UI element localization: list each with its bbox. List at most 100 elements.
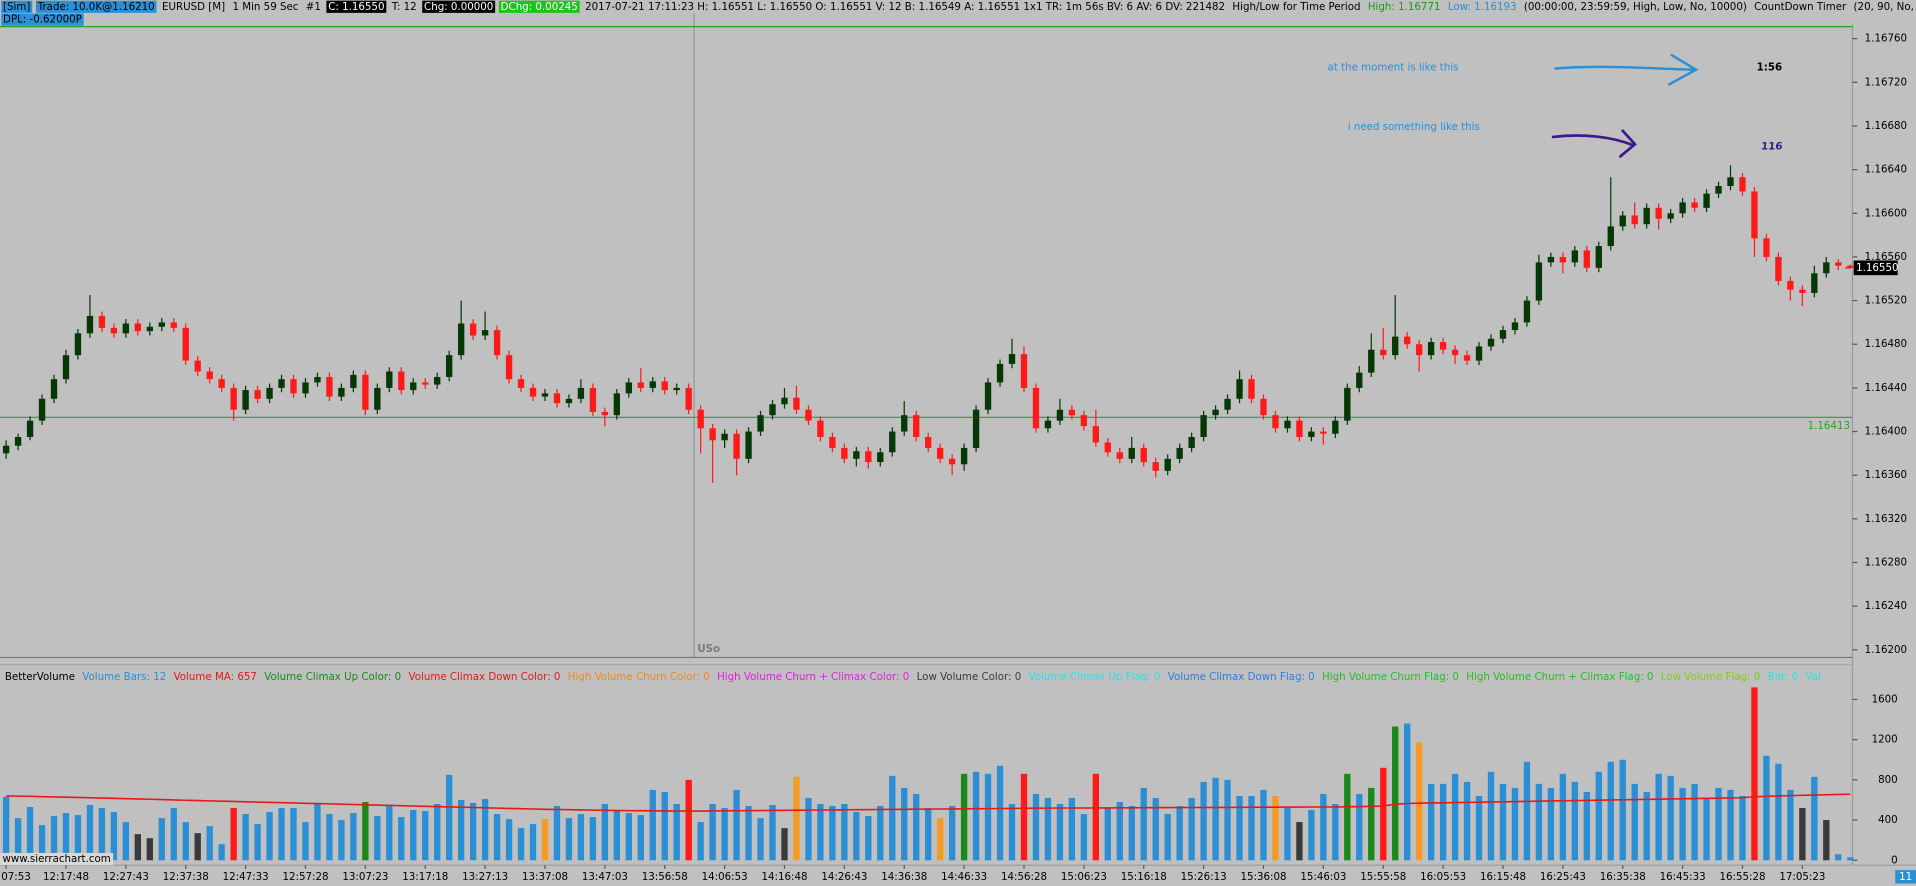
candle-body: [1559, 256, 1567, 263]
candle-body: [98, 315, 106, 328]
candle-body: [1631, 215, 1638, 225]
volume-bar: [1080, 814, 1088, 861]
volume-bar: [793, 776, 800, 861]
volume-bar: [2, 796, 10, 861]
pane-title: BetterVolume: [5, 671, 75, 683]
volume-bar: [1224, 779, 1231, 861]
candle-body: [1499, 330, 1507, 339]
candle-body: [925, 437, 932, 448]
candle-body: [1080, 415, 1088, 427]
volume-bar: [1128, 805, 1135, 861]
candle-body: [457, 323, 465, 356]
candle-body: [541, 393, 549, 397]
candle-body: [26, 420, 34, 438]
volume-bar: [1044, 797, 1052, 861]
volume-bar: [841, 803, 848, 861]
candle-body: [613, 393, 621, 416]
candle-body: [1703, 193, 1710, 208]
candle-body: [1284, 420, 1291, 429]
volume-bar: [1296, 822, 1303, 861]
site-badge-bg: [0, 852, 114, 866]
volume-bar: [1404, 723, 1411, 861]
candle-body: [901, 415, 908, 432]
volume-bar: [1787, 789, 1794, 861]
candle-body: [625, 382, 632, 394]
volume-bar: [1008, 803, 1016, 861]
y-tick-label: 1.16440: [1865, 382, 1907, 394]
volume-bar: [1212, 777, 1219, 861]
candle-body: [134, 323, 142, 332]
candle-body: [984, 382, 992, 410]
volume-bar: [721, 808, 728, 861]
y-tick-label: 1.16200: [1865, 644, 1907, 656]
legend-item: Volume Climax Down Color: 0: [409, 671, 561, 683]
volume-bar: [984, 773, 992, 861]
candle-body: [362, 374, 369, 410]
candle-body: [218, 379, 225, 388]
x-tick-label: 07:53: [1, 871, 31, 883]
volume-bar: [1847, 857, 1854, 861]
x-tick-label: 14:36:38: [881, 871, 927, 883]
x-tick-label: 14:16:48: [761, 871, 807, 883]
header-item: (20, 90, No, Ye: [1854, 1, 1916, 13]
y-tick-label: 1.16360: [1865, 469, 1907, 481]
volume-bar: [637, 815, 644, 861]
volume-bar: [1188, 797, 1195, 861]
volume-bar: [1392, 726, 1399, 861]
header-item: 2017-07-21 17:11:23 H: 1.16551 L: 1.1655…: [585, 1, 1225, 13]
candle-body: [1691, 202, 1698, 208]
volume-bar: [948, 805, 956, 861]
candle-body: [1020, 354, 1028, 388]
header-item: #1: [306, 1, 321, 13]
legend-item: Val: [1806, 671, 1821, 683]
candle-body: [1320, 431, 1327, 434]
volume-bar: [661, 791, 668, 861]
candle-body: [1751, 191, 1758, 239]
volume-bar: [1595, 771, 1602, 861]
volume-bar: [781, 828, 788, 861]
candle-body: [74, 333, 82, 356]
candle-body: [230, 387, 237, 410]
volume-bar: [1511, 787, 1519, 861]
candle-body: [158, 322, 165, 327]
candle-body: [1248, 379, 1255, 399]
x-tick-label: 16:15:48: [1480, 871, 1526, 883]
candle-body: [481, 330, 489, 336]
volume-bar: [1032, 793, 1040, 861]
x-tick-label: 12:47:33: [223, 871, 269, 883]
x-tick-label: 13:27:13: [462, 871, 508, 883]
candle-body: [1344, 387, 1351, 421]
candle-body: [1439, 342, 1447, 350]
volume-bar: [1487, 771, 1495, 861]
candle-body: [960, 447, 968, 465]
legend-item: Low Volume Color: 0: [917, 671, 1022, 683]
candle-body: [374, 387, 381, 410]
volume-bar: [757, 818, 764, 861]
volume-bar: [134, 834, 142, 861]
candle-body: [1763, 238, 1770, 257]
volume-bar: [14, 818, 22, 861]
candle-body: [1164, 458, 1171, 471]
candle-body: [1571, 250, 1579, 263]
volume-bar: [565, 818, 573, 861]
candle-body: [1404, 336, 1411, 345]
candle-body: [793, 397, 800, 410]
candle-body: [1104, 442, 1111, 453]
volume-bar: [697, 822, 704, 861]
volume-bar: [1691, 783, 1698, 861]
candle-body: [254, 390, 261, 399]
y-tick-label: 1600: [1872, 693, 1898, 705]
candle-body: [781, 397, 788, 405]
legend-item: Volume Bars: 12: [82, 671, 166, 683]
candle-body: [1224, 398, 1231, 410]
candle-body: [434, 376, 441, 385]
candle-body: [1475, 346, 1483, 361]
y-tick-label: 1.16680: [1865, 120, 1907, 132]
volume-bar: [1380, 767, 1387, 861]
candle-body: [1655, 207, 1662, 219]
volume-bar: [1463, 781, 1471, 861]
candle-body: [829, 437, 836, 448]
candle-body: [1679, 202, 1686, 214]
x-tick-label: 16:25:43: [1540, 871, 1586, 883]
volume-bar: [1164, 814, 1171, 861]
